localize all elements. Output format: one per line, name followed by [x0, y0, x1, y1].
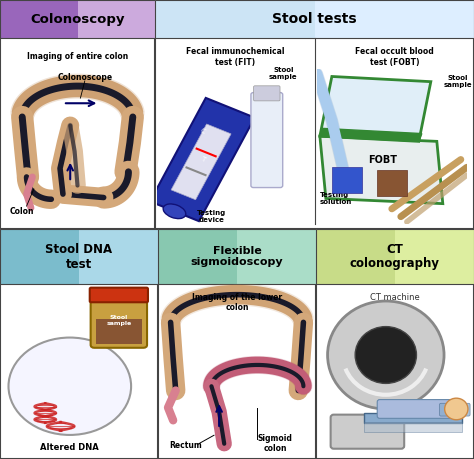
- Polygon shape: [320, 129, 422, 141]
- Bar: [158, 229, 316, 284]
- FancyBboxPatch shape: [377, 400, 456, 418]
- FancyBboxPatch shape: [254, 86, 280, 101]
- Text: Testing
device: Testing device: [197, 210, 226, 223]
- Text: CT
colonography: CT colonography: [350, 242, 440, 270]
- FancyBboxPatch shape: [91, 293, 147, 348]
- Text: Flexible
sigmoidoscopy: Flexible sigmoidoscopy: [191, 246, 283, 267]
- Polygon shape: [171, 124, 231, 200]
- Text: Stool DNA
test: Stool DNA test: [46, 242, 112, 270]
- Bar: [0, 229, 79, 284]
- Text: Colon: Colon: [10, 207, 35, 216]
- Ellipse shape: [328, 301, 444, 409]
- Bar: [365, 422, 463, 431]
- Bar: [316, 229, 395, 284]
- FancyBboxPatch shape: [90, 288, 148, 302]
- Text: Sigmoid
colon: Sigmoid colon: [258, 434, 293, 453]
- Text: Colonoscope: Colonoscope: [57, 73, 112, 82]
- Bar: [78, 0, 155, 38]
- Text: Fecal immunochemical
test (FIT): Fecal immunochemical test (FIT): [185, 47, 284, 67]
- Bar: [158, 229, 237, 284]
- Bar: [0, 0, 78, 38]
- Text: Stool
sample: Stool sample: [444, 75, 472, 88]
- Polygon shape: [150, 98, 255, 221]
- Bar: [316, 229, 474, 284]
- Text: Altered DNA: Altered DNA: [40, 442, 99, 452]
- Bar: [155, 0, 474, 38]
- Bar: [79, 229, 158, 284]
- Text: Imaging of the lower
colon: Imaging of the lower colon: [192, 292, 282, 312]
- Text: Stool tests: Stool tests: [272, 12, 357, 26]
- Bar: [315, 0, 474, 38]
- FancyBboxPatch shape: [331, 414, 404, 449]
- FancyBboxPatch shape: [439, 403, 470, 416]
- Bar: [237, 229, 316, 284]
- Polygon shape: [320, 136, 443, 204]
- Text: FOBT: FOBT: [368, 155, 397, 164]
- Bar: [96, 319, 142, 344]
- Text: CT machine: CT machine: [370, 292, 420, 302]
- Ellipse shape: [355, 327, 417, 383]
- Text: C: C: [199, 127, 206, 134]
- Text: Testing
solution: Testing solution: [320, 192, 352, 205]
- Text: Colonoscopy: Colonoscopy: [30, 12, 125, 26]
- Text: T: T: [199, 156, 206, 163]
- Circle shape: [445, 398, 468, 420]
- Polygon shape: [320, 77, 431, 141]
- Bar: [155, 0, 315, 38]
- Bar: [0, 0, 155, 38]
- Text: Stool
sample: Stool sample: [269, 67, 298, 80]
- Circle shape: [9, 337, 131, 435]
- Bar: [377, 170, 407, 196]
- Bar: [365, 413, 463, 423]
- Bar: [395, 229, 474, 284]
- Bar: [332, 168, 362, 193]
- Bar: [0, 229, 158, 284]
- FancyBboxPatch shape: [251, 93, 283, 188]
- Text: Rectum: Rectum: [170, 442, 202, 450]
- Text: Stool
sample: Stool sample: [106, 315, 131, 326]
- Text: Imaging of entire colon: Imaging of entire colon: [27, 52, 128, 61]
- Ellipse shape: [163, 204, 186, 218]
- Text: Fecal occult blood
test (FOBT): Fecal occult blood test (FOBT): [355, 47, 434, 67]
